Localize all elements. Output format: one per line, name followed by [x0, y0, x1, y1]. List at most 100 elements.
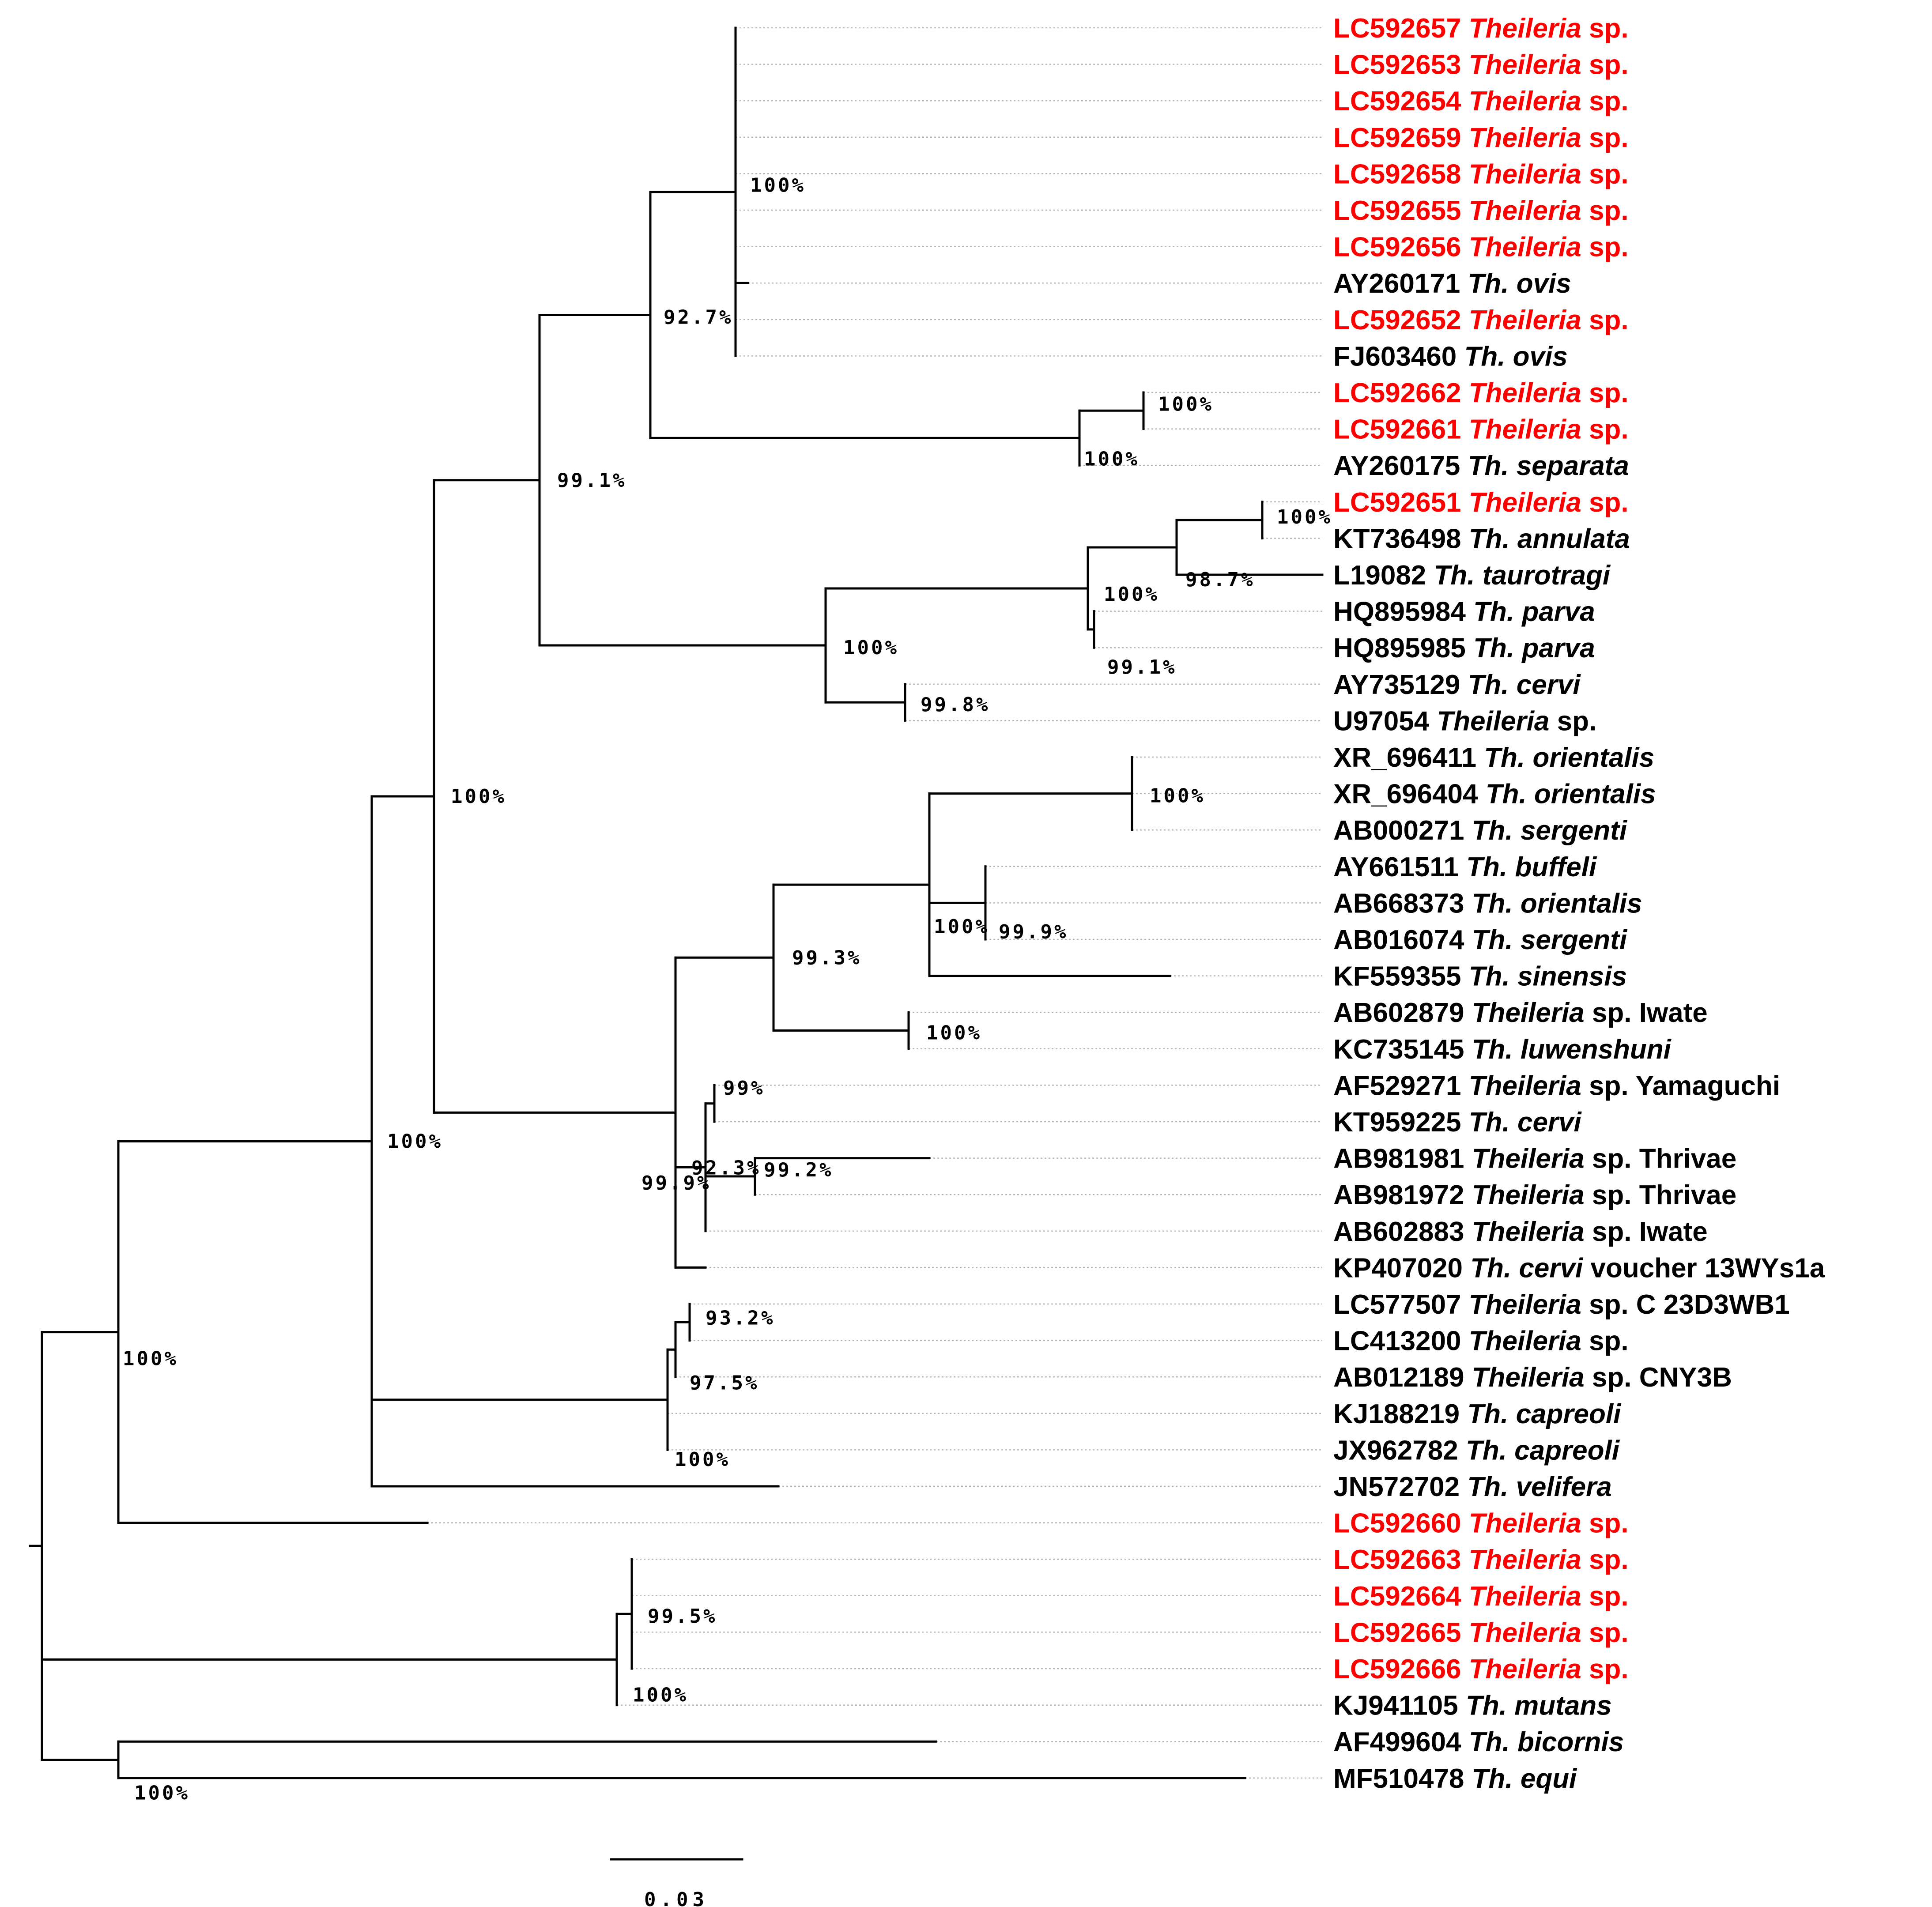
- support-value: 97.5%: [690, 1372, 759, 1394]
- taxon-label: LC592659 Theileria sp.: [1333, 123, 1629, 153]
- taxon-species: Theileria: [1469, 1581, 1581, 1612]
- support-value: 100%: [387, 1131, 443, 1153]
- taxon-species: Th. sergenti: [1472, 815, 1628, 846]
- taxon-accession: AB981972: [1333, 1180, 1472, 1210]
- support-value: 100%: [123, 1348, 178, 1370]
- taxon-suffix: sp.: [1581, 86, 1629, 117]
- taxon-accession: LC592664: [1333, 1581, 1469, 1612]
- taxon-accession: AY260171: [1333, 268, 1468, 299]
- taxon-label: KJ941105 Th. mutans: [1333, 1691, 1612, 1721]
- taxon-label: HQ895984 Th. parva: [1333, 597, 1595, 627]
- taxon-species: Th. orientalis: [1484, 742, 1654, 773]
- taxon-accession: AB981981: [1333, 1144, 1472, 1174]
- taxon-label: U97054 Theileria sp.: [1333, 706, 1596, 736]
- taxon-label: AB016074 Th. sergenti: [1333, 925, 1628, 955]
- taxon-species: Theileria: [1469, 1070, 1581, 1101]
- taxon-species: Theileria: [1472, 1362, 1585, 1393]
- taxon-species: Theileria: [1469, 415, 1581, 445]
- taxon-accession: KF559355: [1333, 961, 1469, 992]
- taxon-accession: AB668373: [1333, 888, 1472, 919]
- support-value: 99.8%: [921, 693, 990, 716]
- taxon-label: LC592653 Theileria sp.: [1333, 50, 1629, 80]
- tree-branches: [29, 26, 1324, 1779]
- taxon-species: Theileria: [1469, 232, 1581, 263]
- taxon-label: FJ603460 Th. ovis: [1333, 341, 1568, 372]
- taxon-label: JX962782 Th. capreoli: [1333, 1435, 1620, 1466]
- taxon-label: LC592652 Theileria sp.: [1333, 305, 1629, 335]
- taxon-label: LC592656 Theileria sp.: [1333, 232, 1629, 263]
- taxon-species: Theileria: [1469, 50, 1581, 80]
- taxon-species: Theileria: [1469, 123, 1581, 153]
- taxon-accession: JN572702: [1333, 1472, 1467, 1502]
- taxon-species: Th. separata: [1468, 451, 1629, 481]
- taxon-species: Th. cervi: [1469, 1107, 1582, 1138]
- support-value: 99.1%: [1107, 656, 1177, 678]
- taxon-suffix: sp. Thrivae: [1585, 1144, 1737, 1174]
- taxon-label: KP407020 Th. cervi voucher 13WYs1a: [1333, 1253, 1825, 1283]
- support-value: 100%: [843, 637, 899, 659]
- taxon-accession: AB012189: [1333, 1362, 1472, 1393]
- taxon-accession: AF499604: [1333, 1727, 1469, 1757]
- taxon-label: LC592664 Theileria sp.: [1333, 1581, 1629, 1612]
- taxon-label: LC413200 Theileria sp.: [1333, 1326, 1629, 1357]
- taxon-species: Theileria: [1469, 487, 1581, 518]
- taxon-accession: KT959225: [1333, 1107, 1469, 1138]
- taxon-suffix: sp.: [1549, 706, 1596, 736]
- taxon-species: Theileria: [1472, 1180, 1585, 1210]
- taxon-suffix: sp.: [1581, 159, 1629, 189]
- taxon-species: Theileria: [1469, 305, 1581, 335]
- support-value: 100%: [1104, 583, 1159, 606]
- taxon-species: Th. annulata: [1469, 524, 1630, 554]
- taxon-label: KF559355 Th. sinensis: [1333, 961, 1627, 992]
- taxon-label: AB012189 Theileria sp. CNY3B: [1333, 1362, 1732, 1393]
- taxon-suffix: sp. Thrivae: [1585, 1180, 1737, 1210]
- taxon-suffix: sp. Yamaguchi: [1581, 1070, 1780, 1101]
- taxon-label: AF529271 Theileria sp. Yamaguchi: [1333, 1070, 1780, 1101]
- taxon-species: Theileria: [1469, 196, 1581, 226]
- taxon-species: Th. sinensis: [1469, 961, 1627, 992]
- support-value: 99.1%: [557, 469, 626, 492]
- support-value: 100%: [633, 1684, 688, 1706]
- taxon-accession: LC592656: [1333, 232, 1469, 263]
- support-value: 92.7%: [664, 306, 733, 328]
- taxon-species: Theileria: [1472, 1144, 1585, 1174]
- taxon-species: Th. equi: [1472, 1764, 1577, 1794]
- taxon-accession: U97054: [1333, 706, 1437, 736]
- taxon-species: Th. velifera: [1467, 1472, 1611, 1502]
- taxon-accession: AY661511: [1333, 852, 1466, 882]
- taxon-accession: AF529271: [1333, 1070, 1469, 1101]
- taxon-species: Theileria: [1469, 1654, 1581, 1685]
- taxon-species: Th. cervi: [1468, 670, 1581, 700]
- taxon-species: Th. luwenshuni: [1472, 1034, 1672, 1065]
- support-value: 100%: [926, 1022, 982, 1044]
- taxon-label: AY260175 Th. separata: [1333, 451, 1629, 481]
- taxon-species: Theileria: [1469, 86, 1581, 117]
- taxon-species: Th. capreoli: [1467, 1399, 1622, 1429]
- taxon-suffix: sp.: [1581, 378, 1629, 408]
- taxon-label: HQ895985 Th. parva: [1333, 633, 1595, 663]
- taxon-species: Th. ovis: [1468, 268, 1571, 299]
- taxon-species: Th. parva: [1473, 633, 1595, 663]
- taxon-species: Theileria: [1469, 159, 1581, 189]
- support-value: 99.2%: [764, 1159, 833, 1181]
- taxon-species: Th. orientalis: [1472, 888, 1642, 919]
- taxon-label: AY735129 Th. cervi: [1333, 670, 1581, 700]
- taxon-label: KJ188219 Th. capreoli: [1333, 1399, 1622, 1429]
- taxon-suffix: voucher 13WYs1a: [1583, 1253, 1825, 1283]
- taxon-label: LC592654 Theileria sp.: [1333, 86, 1629, 117]
- taxon-species: Theileria: [1472, 1217, 1585, 1247]
- taxon-species: Th. mutans: [1466, 1691, 1612, 1721]
- support-value: 100%: [451, 785, 506, 808]
- support-value: 92.3%: [691, 1157, 761, 1179]
- taxon-accession: LC592663: [1333, 1545, 1469, 1575]
- taxon-accession: LC592651: [1333, 487, 1469, 518]
- taxon-suffix: sp.: [1581, 123, 1629, 153]
- taxon-label: LC592657 Theileria sp.: [1333, 13, 1629, 44]
- support-value: 100%: [934, 916, 989, 938]
- taxon-label: AB602879 Theileria sp. Iwate: [1333, 998, 1708, 1028]
- taxon-suffix: sp. Iwate: [1585, 1217, 1708, 1247]
- taxon-label: LC577507 Theileria sp. C 23D3WB1: [1333, 1289, 1790, 1320]
- taxon-suffix: sp.: [1581, 50, 1629, 80]
- taxon-label: KT959225 Th. cervi: [1333, 1107, 1582, 1138]
- taxon-accession: LC592652: [1333, 305, 1469, 335]
